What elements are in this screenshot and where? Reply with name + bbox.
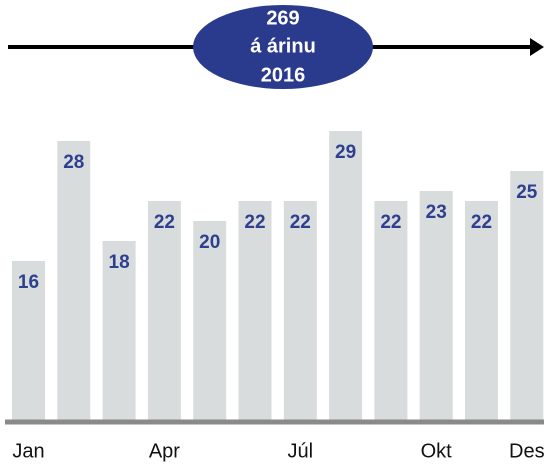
x-tick-label: Apr xyxy=(149,440,180,462)
bar xyxy=(12,261,45,421)
annotation-line: 2016 xyxy=(261,64,306,86)
bar xyxy=(283,201,317,421)
bar xyxy=(419,191,453,421)
value-label: 29 xyxy=(335,142,356,163)
bar xyxy=(238,201,272,421)
value-label: 28 xyxy=(63,152,84,173)
annotation-line: 269 xyxy=(266,7,299,29)
x-tick-label: Júl xyxy=(288,440,314,462)
value-label: 16 xyxy=(18,272,39,293)
arrow-head xyxy=(530,38,544,56)
value-label: 22 xyxy=(290,212,311,233)
bar xyxy=(147,201,181,421)
annotation-line: á árinu xyxy=(250,35,316,57)
value-label: 22 xyxy=(380,212,401,233)
x-tick-label: Des xyxy=(509,440,544,462)
bar xyxy=(102,241,136,421)
bar xyxy=(193,221,227,421)
bar xyxy=(465,201,498,421)
bar xyxy=(329,131,363,421)
annotation-badge xyxy=(193,5,373,89)
value-label: 23 xyxy=(426,202,447,223)
bar xyxy=(57,141,91,421)
value-label: 25 xyxy=(516,182,538,203)
value-label: 22 xyxy=(244,212,265,233)
value-label: 20 xyxy=(199,232,220,253)
value-label: 22 xyxy=(471,212,492,233)
value-label: 22 xyxy=(154,212,175,233)
bar xyxy=(510,171,544,421)
x-tick-label: Jan xyxy=(12,440,44,462)
x-tick-label: Okt xyxy=(421,440,453,462)
bar xyxy=(374,201,408,421)
value-label: 18 xyxy=(109,252,130,273)
